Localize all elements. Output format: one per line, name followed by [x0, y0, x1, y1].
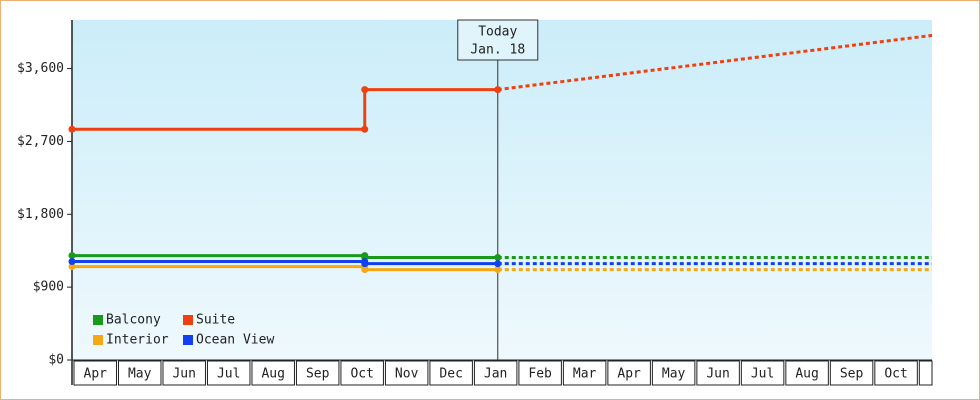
- price-point: [68, 125, 76, 133]
- legend-label: Balcony: [106, 313, 161, 328]
- price-point: [68, 252, 76, 260]
- month-cell: [206, 360, 251, 386]
- month-cell: [785, 360, 829, 386]
- plot-area: [72, 20, 932, 360]
- forecast-line: [497, 33, 933, 92]
- month-cell: [73, 360, 117, 386]
- month-cell: [874, 360, 918, 386]
- x-tick-label: Dec: [439, 367, 462, 382]
- price-line: [72, 88, 498, 131]
- x-tick-label: Sep: [306, 367, 330, 382]
- x-tick-label: Apr: [617, 367, 641, 382]
- price-point: [494, 254, 502, 262]
- y-tick-label: $900: [33, 280, 64, 295]
- legend-swatch: [183, 315, 193, 325]
- price-point: [68, 258, 76, 266]
- y-tick-label: $3,600: [17, 61, 64, 76]
- x-tick-label: Oct: [884, 367, 907, 382]
- month-cell: [295, 360, 340, 386]
- month-cell: [117, 360, 162, 386]
- month-cell: [740, 360, 785, 386]
- x-tick-label: May: [128, 367, 152, 382]
- month-cell: [696, 360, 740, 386]
- legend-swatch: [93, 315, 103, 325]
- x-tick-label: Sep: [840, 367, 864, 382]
- month-cell: [162, 360, 206, 386]
- y-tick-label: $0: [48, 353, 64, 368]
- x-tick-label: Jan: [484, 367, 507, 382]
- legend-label: Ocean View: [196, 333, 274, 348]
- x-tick-label: Jul: [217, 367, 240, 382]
- x-tick-label: Oct: [350, 367, 373, 382]
- x-tick-label: Aug: [795, 367, 818, 382]
- price-point: [494, 260, 502, 268]
- month-cell: [562, 360, 607, 386]
- x-tick-label: Apr: [84, 367, 108, 382]
- price-point: [361, 266, 369, 274]
- month-cell: [607, 360, 651, 386]
- x-tick-label: May: [662, 367, 686, 382]
- today-box: [457, 19, 539, 61]
- today-label: Today: [478, 25, 517, 40]
- x-tick-label: Jul: [751, 367, 774, 382]
- month-cell: [651, 360, 696, 386]
- legend-swatch: [93, 335, 103, 345]
- month-cell: [340, 360, 384, 386]
- price-point: [361, 260, 369, 268]
- price-point: [361, 125, 369, 133]
- legend-label: Interior: [106, 333, 169, 348]
- legend-swatch: [183, 335, 193, 345]
- month-cell: [384, 360, 429, 386]
- y-tick-label: $1,800: [17, 207, 64, 222]
- price-point: [494, 86, 502, 94]
- x-tick-label: Jun: [172, 367, 195, 382]
- legend-label: Suite: [196, 313, 235, 328]
- today-label: Jan. 18: [470, 43, 525, 58]
- x-tick-label: Jun: [706, 367, 729, 382]
- x-tick-label: Aug: [261, 367, 284, 382]
- price-point: [361, 86, 369, 94]
- month-cell: [429, 360, 473, 386]
- price-point: [494, 266, 502, 274]
- month-cell: [829, 360, 874, 386]
- month-cell: [918, 360, 933, 386]
- month-cell: [518, 360, 562, 386]
- x-tick-label: Feb: [528, 367, 552, 382]
- y-tick-label: $2,700: [17, 134, 64, 149]
- month-cell: [473, 360, 518, 386]
- x-tick-label: Mar: [573, 367, 597, 382]
- month-cell: [251, 360, 295, 386]
- x-tick-label: Nov: [395, 367, 419, 382]
- price-point: [68, 263, 76, 271]
